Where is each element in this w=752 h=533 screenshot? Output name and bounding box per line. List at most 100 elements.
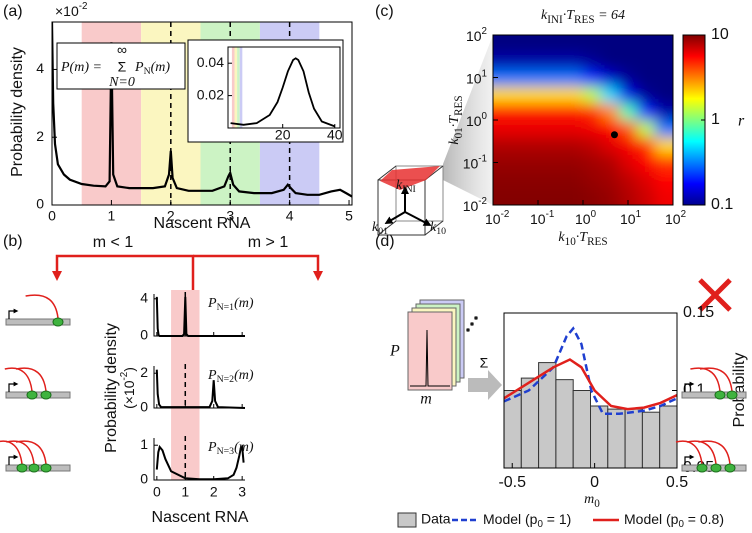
heat-cell <box>654 69 673 87</box>
gene-body <box>681 391 747 399</box>
x-tick-label: 5 <box>345 208 353 224</box>
stack-label: Σ <box>480 355 489 371</box>
heat-cell <box>583 103 602 121</box>
heat-cell <box>636 188 656 205</box>
heat-cell <box>583 137 602 155</box>
formula-text: Σ <box>118 59 127 75</box>
y-axis-label: Probability <box>731 353 748 428</box>
polymerase <box>26 390 38 400</box>
heat-cell <box>636 119 656 138</box>
heat-cell <box>636 69 656 87</box>
nascent-rna <box>25 294 59 319</box>
y-tick-label: 4 <box>36 60 44 76</box>
text-part: RES <box>453 95 465 116</box>
heat-cell <box>600 137 620 155</box>
polymerase <box>726 390 738 400</box>
heat-cell <box>528 119 548 138</box>
text-part: (m) <box>151 60 171 75</box>
x-tick-label: 100 <box>575 209 597 227</box>
heat-cell <box>583 188 602 205</box>
heat-cell <box>654 52 673 70</box>
chart-title: kINI·TRES = 64 <box>541 8 625 25</box>
panel-label: (a) <box>3 3 23 20</box>
heat-cell <box>583 154 602 172</box>
legend-label: PN=1(m) <box>207 296 254 313</box>
inset-curve <box>230 57 336 128</box>
heat-cell <box>528 137 548 155</box>
heat-cell <box>528 52 548 70</box>
inset-band <box>234 47 238 128</box>
formula-text: ∞ <box>117 42 127 58</box>
polymerase <box>40 463 52 473</box>
heat-cell <box>600 35 620 53</box>
nascent-rna <box>687 440 717 465</box>
text-part: N=3 <box>217 446 235 457</box>
heat-cell <box>564 188 584 205</box>
text-part: (m) <box>234 440 254 455</box>
stack-label: m <box>420 391 432 408</box>
rate-label: k01 <box>372 220 388 237</box>
heat-cell <box>600 103 620 121</box>
heat-cell <box>583 86 602 104</box>
x-tick-label: 0.5 <box>666 474 688 491</box>
branch-arrow <box>193 254 323 281</box>
text-part: N=2 <box>217 374 235 385</box>
heat-cell <box>618 103 638 121</box>
heat-cell <box>618 86 638 104</box>
bar <box>624 408 643 468</box>
formula-text: PN(m) <box>134 60 170 77</box>
heat-cell <box>654 103 673 121</box>
x-tick-label: 3 <box>238 484 246 500</box>
rate-arrow <box>384 211 406 225</box>
text-part: 2 <box>681 209 686 220</box>
x-tick-label: 101 <box>620 209 641 227</box>
heat-cell <box>618 154 638 172</box>
promoter <box>8 308 19 319</box>
panel-label: (b) <box>3 233 23 250</box>
rate-arrow <box>404 211 432 226</box>
bar <box>590 405 609 468</box>
x-axis-label: m0 <box>584 492 600 509</box>
plot-area <box>504 326 677 468</box>
text-part: 2 <box>482 26 487 37</box>
heat-cell <box>618 119 638 138</box>
heat-cell <box>564 103 584 121</box>
heat-cell <box>636 52 656 70</box>
promoter <box>684 454 695 465</box>
heat-cell <box>564 119 584 138</box>
heat-cell <box>528 188 548 205</box>
x-tick-label: 1 <box>108 208 116 224</box>
x-tick-label: 2 <box>210 484 218 500</box>
text-part: = 1) <box>543 511 571 527</box>
heat-cell <box>618 52 638 70</box>
bar <box>504 390 522 468</box>
legend-label: PN=3(m) <box>207 440 254 457</box>
heat-cell <box>583 69 602 87</box>
x-tick-label: 10-1 <box>530 209 554 227</box>
y-tick-label: 0.15 <box>683 304 714 321</box>
heat-cell <box>564 86 584 104</box>
gene-body <box>5 318 71 326</box>
heat-cell <box>583 171 602 189</box>
nascent-rna <box>690 367 721 392</box>
heat-cell <box>636 86 656 104</box>
y-tick-label: 10-1 <box>463 153 487 171</box>
heat-cell <box>564 154 584 172</box>
heat-cell <box>510 52 530 70</box>
polymerase <box>28 463 40 473</box>
text-part: ×10 <box>55 3 79 19</box>
x-tick-label: 3 <box>226 208 234 224</box>
y-tick-label: 4 <box>140 289 148 305</box>
heat-cell <box>493 86 512 104</box>
promoter <box>684 381 695 392</box>
curve <box>52 22 352 198</box>
heat-cell <box>600 69 620 87</box>
inset-y-tick-label: 0.02 <box>197 86 224 102</box>
text-part: 10 <box>485 211 501 227</box>
distribution-stack <box>407 299 478 391</box>
y-tick-label: 10-2 <box>463 196 487 214</box>
x-tick-label: 1 <box>181 484 189 500</box>
nascent-rna <box>15 440 47 465</box>
heat-cell <box>654 188 673 205</box>
text-part: -2 <box>79 1 88 12</box>
